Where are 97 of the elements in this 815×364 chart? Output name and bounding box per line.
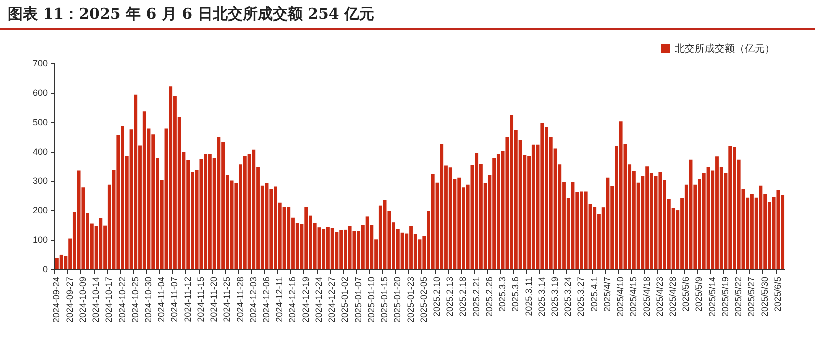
bar	[728, 146, 732, 270]
bar	[99, 218, 103, 270]
x-tick-label: 2025/5/27	[746, 276, 757, 318]
x-tick-label: 2024-10-25	[130, 276, 140, 324]
y-tick-label: 0	[43, 264, 48, 274]
x-tick-label: 2024-11-04	[156, 276, 167, 322]
bar	[475, 153, 479, 270]
x-tick-label: 2024-11-12	[182, 276, 193, 322]
x-tick-label: 2024-10-22	[117, 276, 128, 324]
x-tick-label: 2025.3.19	[550, 276, 560, 318]
x-tick-label: 2024-12-06	[262, 276, 272, 324]
x-tick-label: 2025.3.3	[498, 276, 508, 312]
x-tick-label: 2025/4/15	[628, 276, 639, 318]
x-tick-label: 2025-01-20	[392, 276, 403, 324]
bar	[759, 186, 763, 270]
bar	[335, 232, 339, 270]
x-tick-label: 2024-12-11	[274, 276, 285, 322]
x-tick-label: 2024-11-07	[170, 276, 180, 322]
bar	[330, 228, 334, 270]
bar	[134, 94, 138, 270]
bar	[348, 226, 352, 270]
x-tick-label: 2024-12-27	[327, 276, 338, 324]
x-tick-label: 2025-01-10	[366, 276, 376, 324]
x-tick-label: 2025/5/19	[720, 276, 730, 318]
x-tick-label: 2025.2.21	[471, 276, 482, 318]
x-tick-label: 2025/6/5	[772, 276, 783, 312]
bar	[304, 207, 308, 270]
x-tick-label: 2025/5/30	[760, 276, 770, 318]
y-tick-label: 200	[32, 206, 48, 216]
bar	[287, 207, 291, 270]
bar	[431, 174, 435, 270]
bar	[654, 176, 658, 270]
x-tick-label: 2025.4.1	[589, 276, 600, 312]
bar	[60, 254, 64, 270]
bar	[217, 137, 221, 270]
x-tick-label: 2025.2.10	[432, 276, 442, 318]
bar	[776, 190, 780, 270]
x-tick-label: 2024-10-30	[143, 276, 154, 324]
x-tick-label: 2025/4/7	[602, 276, 612, 312]
x-tick-label: 2025.3.24	[563, 276, 574, 318]
bar	[584, 192, 588, 270]
chart-title: 图表 11：2025 年 6 月 6 日北交所成交额 254 亿元	[0, 0, 815, 30]
x-tick-label: 2025/5/6	[681, 276, 692, 312]
y-tick-label: 600	[32, 88, 48, 98]
x-tick-label: 2025.2.18	[458, 276, 468, 318]
bar	[458, 178, 462, 270]
x-tick-label: 2025.3.6	[510, 276, 521, 312]
x-tick-label: 2025.3.14	[536, 276, 547, 318]
y-tick-label: 300	[32, 176, 48, 186]
y-tick-label: 700	[32, 58, 48, 68]
x-tick-label: 2024-12-03	[248, 276, 258, 324]
x-tick-label: 2025.2.26	[484, 276, 494, 318]
x-tick-label: 2025/5/14	[707, 276, 718, 318]
x-tick-label: 2025-01-02	[340, 276, 350, 324]
bar	[243, 156, 247, 270]
x-tick-label: 2024-11-25	[222, 276, 232, 322]
x-tick-label: 2025/5/9	[694, 276, 704, 312]
x-tick-label: 2024-09-27	[64, 276, 75, 324]
x-tick-label: 2024-09-24	[52, 276, 62, 324]
x-tick-label: 2024-10-09	[78, 276, 88, 324]
bar	[77, 170, 81, 270]
x-tick-label: 2025/4/28	[668, 276, 678, 318]
bar	[142, 112, 146, 270]
y-tick-label: 100	[32, 235, 48, 246]
y-tick-label: 500	[32, 117, 48, 128]
bar	[593, 207, 597, 270]
x-tick-label: 2025-01-23	[406, 276, 416, 324]
bar	[619, 122, 623, 270]
x-tick-label: 2025.3.11	[524, 276, 534, 316]
x-tick-label: 2024-12-24	[314, 276, 324, 324]
x-tick-label: 2025/4/10	[616, 276, 626, 318]
x-tick-label: 2024-10-17	[104, 276, 114, 324]
x-tick-label: 2025.2.13	[445, 276, 456, 318]
bar	[440, 144, 444, 270]
x-tick-label: 2025-01-15	[380, 276, 390, 324]
x-tick-label: 2025/5/22	[734, 276, 744, 318]
bar	[532, 144, 536, 270]
x-tick-label: 2024-12-16	[288, 276, 298, 324]
y-tick-label: 400	[32, 146, 48, 157]
bar	[658, 172, 662, 270]
x-tick-label: 2024-11-20	[209, 276, 220, 322]
bar	[169, 86, 173, 270]
legend-label: 北交所成交额（亿元）	[675, 42, 775, 55]
bar	[540, 123, 544, 270]
bar	[366, 216, 370, 270]
x-tick-label: 2024-10-14	[91, 276, 102, 324]
x-tick-label: 2024-12-19	[300, 276, 311, 324]
bar	[252, 150, 256, 270]
x-tick-label: 2025/4/23	[654, 276, 665, 318]
x-tick-label: 2024-11-28	[235, 276, 246, 322]
bar	[448, 168, 452, 270]
x-tick-label: 2025-01-07	[353, 276, 364, 324]
bar	[322, 229, 326, 270]
x-tick-label: 2024-11-15	[196, 276, 206, 322]
x-tick-label: 2025.3.27	[576, 276, 586, 318]
x-tick-label: 2025-02-05	[418, 276, 429, 324]
x-tick-label: 2025/4/18	[642, 276, 652, 318]
